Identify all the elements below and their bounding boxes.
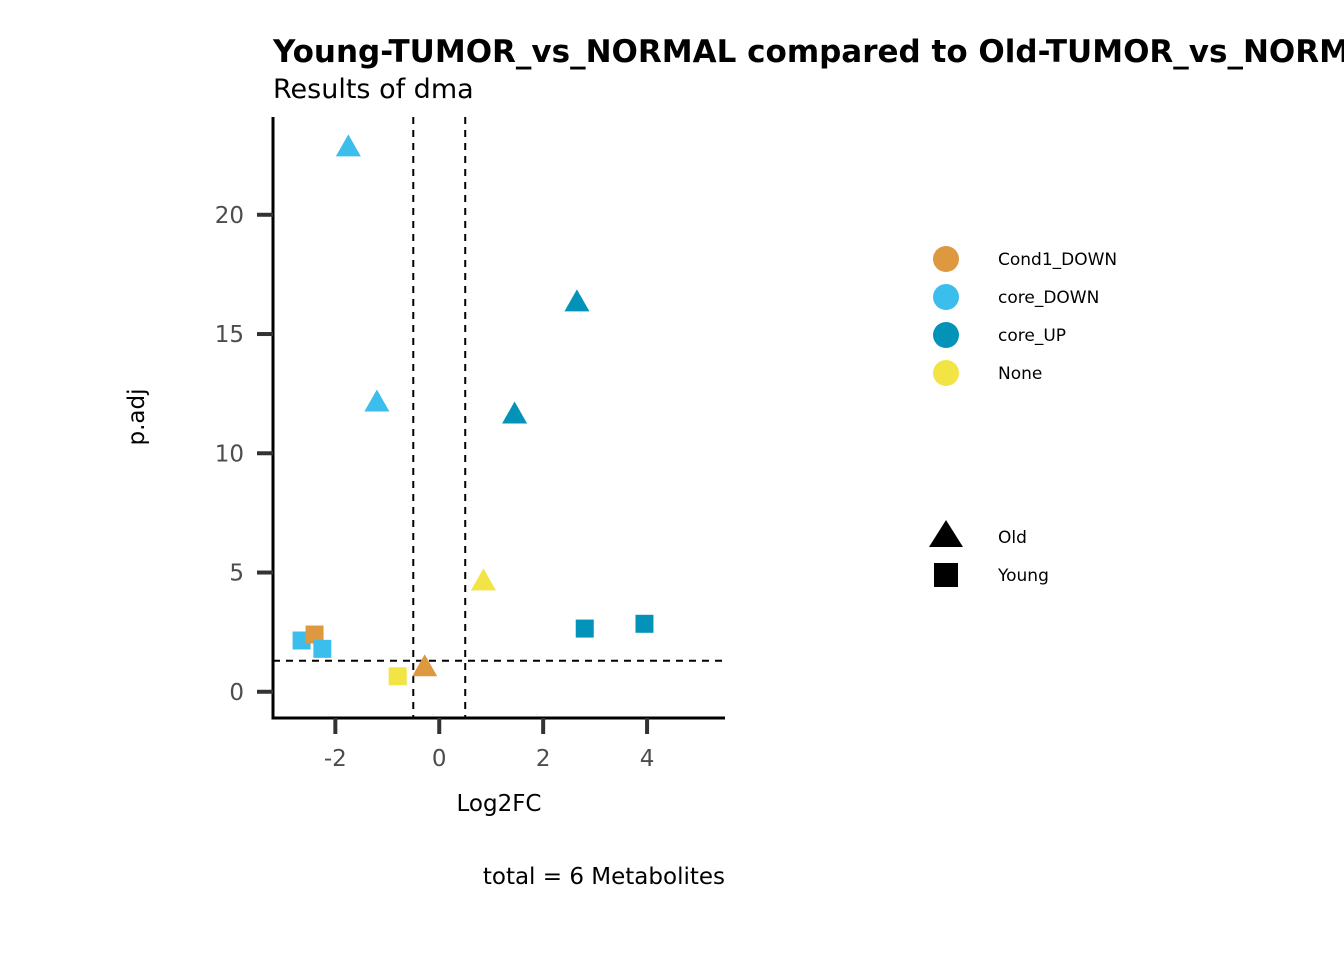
x-axis-title: Log2FC xyxy=(456,791,541,817)
x-tick-label: 2 xyxy=(536,746,551,772)
x-tick-label: -2 xyxy=(324,746,347,772)
data-point-old xyxy=(564,289,590,312)
legend-color-label: core_UP xyxy=(998,326,1066,346)
legend-color-key xyxy=(933,322,959,348)
chart-caption: total = 6 Metabolites xyxy=(483,864,725,890)
data-point-young xyxy=(388,667,407,686)
legend-shape-key xyxy=(934,563,958,587)
data-point-old xyxy=(335,134,361,157)
legend-color-key xyxy=(933,246,959,272)
data-point-old xyxy=(470,568,496,591)
data-point-old xyxy=(502,401,528,424)
y-tick-label: 10 xyxy=(215,441,244,467)
data-point-young xyxy=(305,625,324,644)
x-tick-label: 0 xyxy=(432,746,447,772)
legend-color-label: None xyxy=(998,364,1042,384)
chart-subtitle: Results of dma xyxy=(273,74,474,105)
legend-color-key xyxy=(933,360,959,386)
chart-title: Young-TUMOR_vs_NORMAL compared to Old-TU… xyxy=(272,34,1344,70)
y-tick-label: 5 xyxy=(229,561,244,587)
y-tick-label: 0 xyxy=(229,680,244,706)
data-point-old xyxy=(364,389,390,412)
legend-shape-label: Old xyxy=(998,528,1027,548)
data-point-old xyxy=(412,654,438,677)
legend-color-label: core_DOWN xyxy=(998,288,1099,308)
y-tick-label: 20 xyxy=(215,203,244,229)
legend-color-label: Cond1_DOWN xyxy=(998,250,1117,270)
data-point-young xyxy=(635,614,654,633)
data-point-young xyxy=(313,639,332,658)
y-tick-label: 15 xyxy=(215,322,244,348)
legend-shape-label: Young xyxy=(997,566,1049,586)
plot-area: -2 0 2 4 0 5 10 15 20 xyxy=(215,117,725,772)
legend-shape-key xyxy=(929,520,963,547)
x-tick-label: 4 xyxy=(640,746,655,772)
data-point-young xyxy=(575,619,594,638)
legend: Cond1_DOWN core_DOWN core_UP None Old Young xyxy=(929,246,1117,587)
y-axis-title: p.adj xyxy=(124,389,150,446)
legend-color-key xyxy=(933,284,959,310)
